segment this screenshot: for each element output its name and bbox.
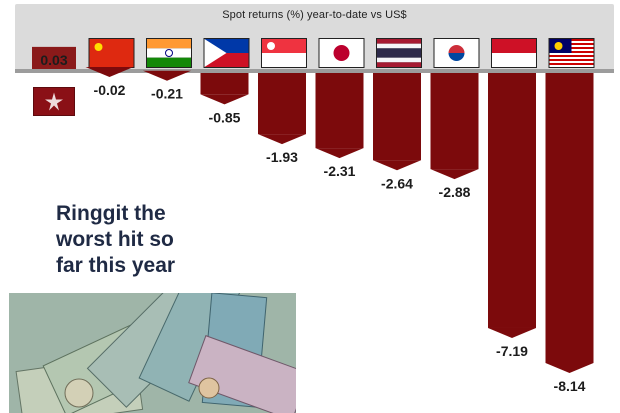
labels-layer: 0.03 -0.02 -0.21 -0.85 -1.93 -2.31 -2.64 -2.88 -… (40, 52, 585, 394)
india-flag-icon (146, 38, 192, 68)
flag-band (147, 48, 191, 58)
bar-tip-thailand (373, 160, 421, 171)
headline-line-2: worst hit so (56, 228, 174, 251)
bar-japan (315, 73, 364, 149)
headline: Ringgit the worst hit so far this year (56, 201, 246, 279)
flag-band (377, 48, 421, 58)
china-flag-icon (88, 38, 135, 68)
flag-chakra (165, 49, 173, 57)
flag-stripe (549, 65, 594, 67)
bar-singapore (258, 73, 306, 135)
banknotes-photo (9, 293, 296, 413)
japan-flag-icon (318, 38, 365, 68)
flag-stripe (549, 59, 594, 61)
bar-tip-south-korea (430, 169, 479, 180)
flag-stripe (549, 57, 594, 59)
chart-title: Spot returns (%) year-to-date vs US$ (222, 9, 407, 21)
bar-malaysia (545, 73, 594, 363)
bar-hong-kong (32, 46, 76, 69)
value-label-south-korea: -2.88 (439, 184, 471, 200)
flag-crescent (267, 42, 275, 50)
flag-band (377, 62, 421, 67)
south-korea-flag-icon (433, 38, 480, 68)
bar-south-korea (430, 73, 479, 170)
flag-triangle (204, 39, 227, 67)
flags-layer (88, 38, 595, 68)
value-label-india: -0.21 (151, 86, 183, 102)
flag-band (262, 53, 306, 67)
flag-taegeuk-bottom (448, 53, 465, 61)
bar-tip-japan (315, 148, 364, 159)
flag-band (492, 39, 536, 53)
thailand-flag-icon (376, 38, 422, 68)
flag-band (147, 39, 191, 49)
flag-band (262, 39, 306, 53)
zero-baseline (15, 69, 614, 73)
philippines-flag-icon (203, 38, 250, 68)
indonesia-flag-icon (491, 38, 537, 68)
bar-tip-malaysia (545, 363, 594, 373)
flag-band (147, 57, 191, 67)
flag-band (492, 53, 536, 67)
flag-field (89, 39, 134, 67)
flag-stripe (549, 55, 594, 57)
flag-disc (333, 45, 350, 61)
flag-band (377, 57, 421, 63)
malaysia-flag-icon (548, 38, 595, 68)
value-label-thailand: -2.64 (381, 175, 413, 191)
value-label-indonesia: -7.19 (496, 343, 528, 359)
value-label-japan: -2.31 (324, 163, 356, 179)
value-label-malaysia: -8.14 (554, 378, 586, 394)
bar-tip-india (143, 70, 191, 81)
flag-star (94, 43, 103, 51)
bars-layer (32, 46, 594, 373)
headline-line-1: Ringgit the (56, 202, 166, 225)
value-label-singapore: -1.93 (266, 149, 298, 165)
value-label-hong-kong: 0.03 (40, 52, 67, 68)
flag-stripe (549, 53, 594, 55)
bar-tip-indonesia (488, 327, 536, 338)
flag-band (377, 39, 421, 44)
bar-thailand (373, 73, 421, 161)
flag-stripe (549, 61, 594, 63)
flag-taegeuk-top (448, 45, 465, 53)
bar-indonesia (488, 73, 536, 328)
value-label-china: -0.02 (94, 82, 126, 98)
flag-crescent (554, 42, 563, 50)
flag-band (377, 43, 421, 49)
value-label-philippines: -0.85 (209, 109, 241, 125)
hong-kong-flag-icon (33, 87, 75, 116)
bar-tip-china (85, 67, 134, 77)
flag-stripe (549, 63, 594, 65)
bar-philippines (200, 73, 249, 95)
bar-tip-philippines (200, 94, 249, 105)
singapore-flag-icon (261, 38, 307, 68)
bar-tip-singapore (258, 134, 306, 145)
headline-line-3: far this year (56, 254, 176, 277)
